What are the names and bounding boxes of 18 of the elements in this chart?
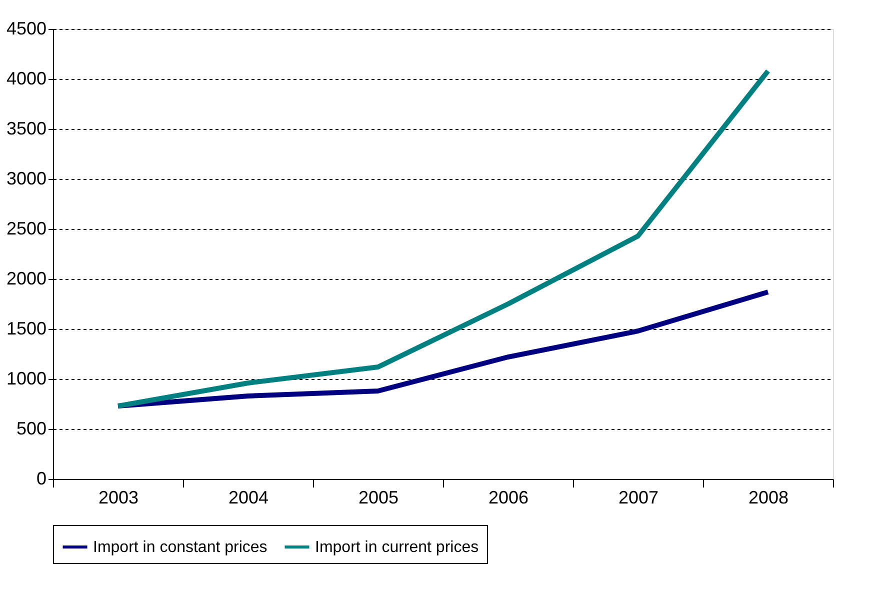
x-tick-label: 2003 — [98, 488, 139, 508]
x-tick-label: 2005 — [358, 488, 399, 508]
y-tick-label: 1500 — [6, 318, 46, 338]
y-tick-label: 500 — [16, 418, 46, 438]
x-tick-label: 2004 — [228, 488, 269, 508]
legend-label: Import in current prices — [315, 539, 479, 556]
y-tick-label: 4500 — [6, 18, 46, 38]
x-tick-label: 2008 — [748, 488, 789, 508]
y-tick-label: 4000 — [6, 68, 46, 88]
y-tick-label: 2000 — [6, 268, 46, 288]
x-tick-label: 2006 — [488, 488, 529, 508]
y-tick-label: 3500 — [6, 118, 46, 138]
y-tick-label: 1000 — [6, 368, 46, 388]
y-tick-label: 0 — [36, 468, 46, 488]
y-tick-label: 2500 — [6, 218, 46, 238]
legend-label: Import in constant prices — [93, 539, 268, 556]
x-tick-label: 2007 — [618, 488, 659, 508]
y-tick-label: 3000 — [6, 168, 46, 188]
